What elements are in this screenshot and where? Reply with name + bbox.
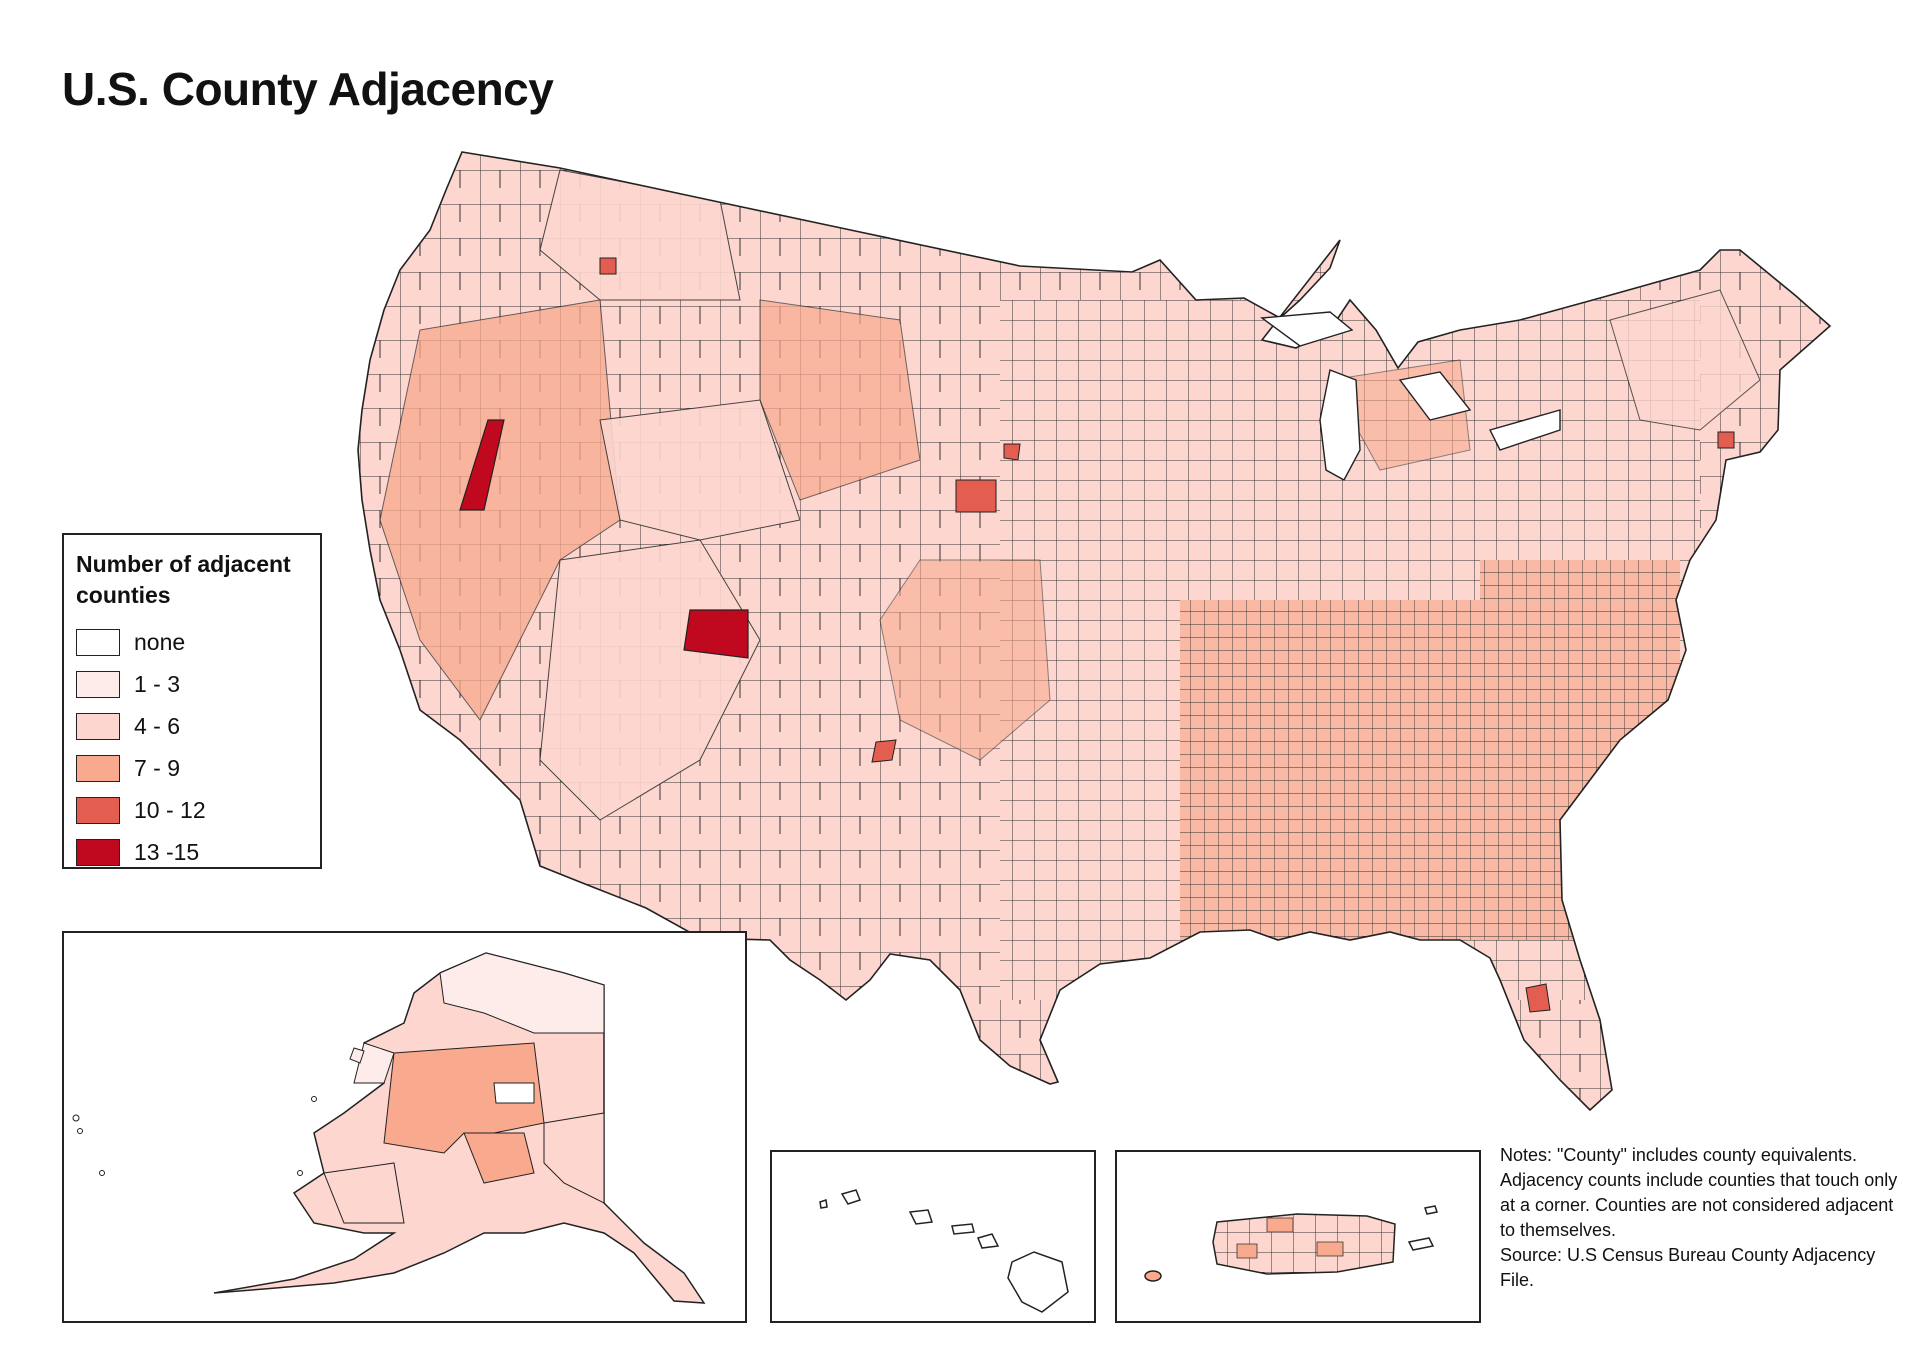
legend-label: 10 - 12 (134, 796, 206, 823)
puerto-rico-inset (1115, 1150, 1481, 1323)
legend-item-7-9: 7 - 9 (76, 747, 308, 789)
legend-label: none (134, 628, 186, 655)
legend: Number of adjacent counties none 1 - 3 4… (62, 533, 322, 869)
legend-swatch (76, 754, 120, 782)
legend-swatch (76, 670, 120, 698)
legend-item-10-12: 10 - 12 (76, 789, 308, 831)
legend-item-13-15: 13 -15 (76, 831, 308, 873)
legend-item-4-6: 4 - 6 (76, 705, 308, 747)
legend-item-1-3: 1 - 3 (76, 663, 308, 705)
alaska-inset (62, 931, 747, 1323)
hawaii-inset (770, 1150, 1096, 1323)
legend-swatch (76, 712, 120, 740)
source-text: Source: U.S Census Bureau County Adjacen… (1500, 1245, 1876, 1290)
legend-label: 1 - 3 (134, 670, 181, 697)
notes: Notes: "County" includes county equivale… (1500, 1143, 1900, 1293)
legend-label: 13 -15 (134, 838, 200, 865)
legend-label: 4 - 6 (134, 712, 181, 739)
legend-swatch (76, 628, 120, 656)
page-title: U.S. County Adjacency (62, 63, 554, 115)
legend-label: 7 - 9 (134, 754, 181, 781)
legend-swatch (76, 838, 120, 866)
legend-title: Number of adjacent counties (76, 551, 291, 608)
legend-item-none: none (76, 621, 308, 663)
legend-swatch (76, 796, 120, 824)
notes-text: Notes: "County" includes county equivale… (1500, 1145, 1898, 1240)
